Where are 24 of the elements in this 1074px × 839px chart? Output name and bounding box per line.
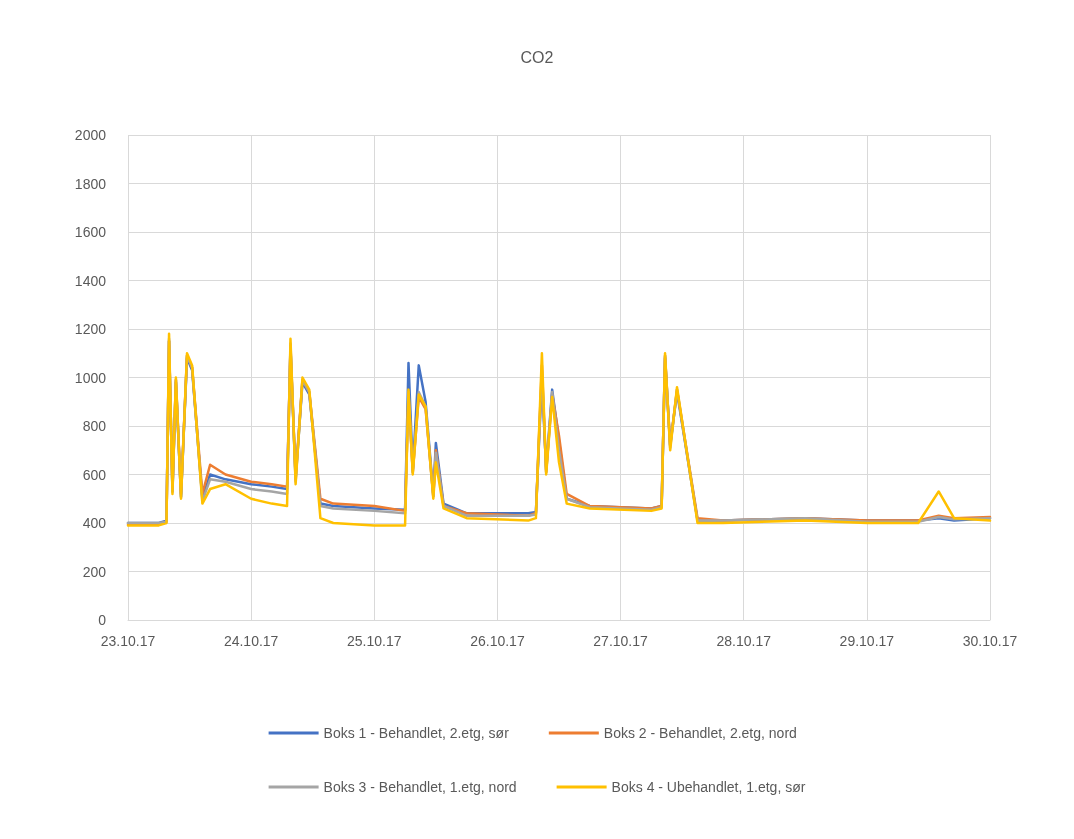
y-tick-label: 800 [82,418,107,434]
legend-label: Boks 3 - Behandlet, 1.etg, nord [323,779,517,795]
y-tick-label: 600 [82,466,107,483]
x-tick-label: 29.10.17 [839,633,895,649]
x-tick-label: 27.10.17 [593,633,649,649]
x-tick-label: 28.10.17 [716,633,772,649]
legend-label: Boks 2 - Behandlet, 2.etg, nord [603,725,797,741]
y-tick-label: 2000 [74,127,107,143]
y-tick-label: 200 [82,563,107,580]
legend-label: Boks 4 - Ubehandlet, 1.etg, sør [611,779,806,795]
x-tick-label: 24.10.17 [223,633,279,649]
chart-title: CO2 [520,48,554,66]
x-tick-label: 30.10.17 [962,633,1018,649]
y-tick-label: 1000 [74,369,107,386]
y-tick-label: 0 [98,612,107,628]
y-tick-label: 400 [82,515,107,531]
legend-label: Boks 1 - Behandlet, 2.etg, sør [323,725,510,741]
x-tick-label: 25.10.17 [347,633,402,649]
y-tick-label: 1600 [74,224,107,240]
x-tick-label: 23.10.17 [100,633,156,649]
x-tick-label: 26.10.17 [470,633,525,649]
y-tick-label: 1200 [74,321,107,337]
y-tick-label: 1800 [74,175,107,192]
y-tick-label: 1400 [74,272,107,289]
